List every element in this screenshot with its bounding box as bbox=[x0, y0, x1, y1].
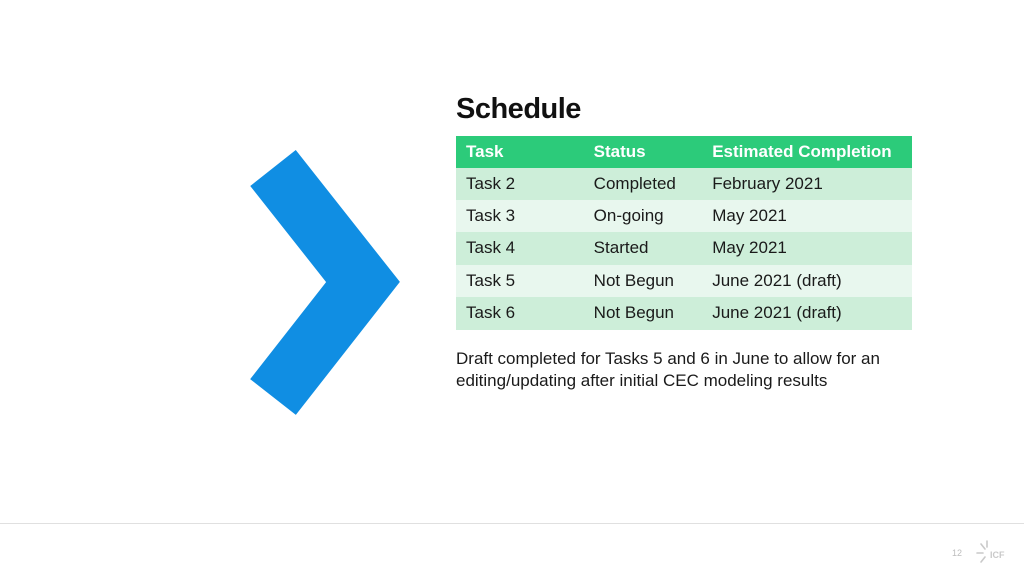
col-header-task: Task bbox=[456, 136, 584, 168]
logo-icon: ICF bbox=[976, 540, 1006, 566]
cell-est: May 2021 bbox=[702, 232, 912, 264]
cell-task: Task 5 bbox=[456, 265, 584, 297]
table-row: Task 2CompletedFebruary 2021 bbox=[456, 168, 912, 200]
slide: Schedule Task Status Estimated Completio… bbox=[0, 0, 1024, 576]
table-row: Task 4StartedMay 2021 bbox=[456, 232, 912, 264]
table-row: Task 5Not BegunJune 2021 (draft) bbox=[456, 265, 912, 297]
cell-task: Task 6 bbox=[456, 297, 584, 329]
cell-status: Not Begun bbox=[584, 297, 703, 329]
table-row: Task 3On-goingMay 2021 bbox=[456, 200, 912, 232]
svg-text:ICF: ICF bbox=[990, 550, 1005, 560]
page-title: Schedule bbox=[456, 93, 912, 126]
cell-est: February 2021 bbox=[702, 168, 912, 200]
table-row: Task 6Not BegunJune 2021 (draft) bbox=[456, 297, 912, 329]
cell-status: Not Begun bbox=[584, 265, 703, 297]
cell-est: June 2021 (draft) bbox=[702, 297, 912, 329]
footnote-text: Draft completed for Tasks 5 and 6 in Jun… bbox=[456, 348, 886, 394]
cell-task: Task 2 bbox=[456, 168, 584, 200]
page-number: 12 bbox=[952, 548, 962, 558]
cell-status: On-going bbox=[584, 200, 703, 232]
cell-task: Task 4 bbox=[456, 232, 584, 264]
cell-status: Started bbox=[584, 232, 703, 264]
cell-status: Completed bbox=[584, 168, 703, 200]
col-header-est: Estimated Completion bbox=[702, 136, 912, 168]
col-header-status: Status bbox=[584, 136, 703, 168]
table-header-row: Task Status Estimated Completion bbox=[456, 136, 912, 168]
schedule-table: Task Status Estimated Completion Task 2C… bbox=[456, 136, 912, 330]
cell-est: June 2021 (draft) bbox=[702, 265, 912, 297]
cell-est: May 2021 bbox=[702, 200, 912, 232]
cell-task: Task 3 bbox=[456, 200, 584, 232]
content-area: Schedule Task Status Estimated Completio… bbox=[456, 93, 912, 393]
footer-divider bbox=[0, 523, 1024, 524]
chevron-right-icon bbox=[245, 140, 421, 425]
